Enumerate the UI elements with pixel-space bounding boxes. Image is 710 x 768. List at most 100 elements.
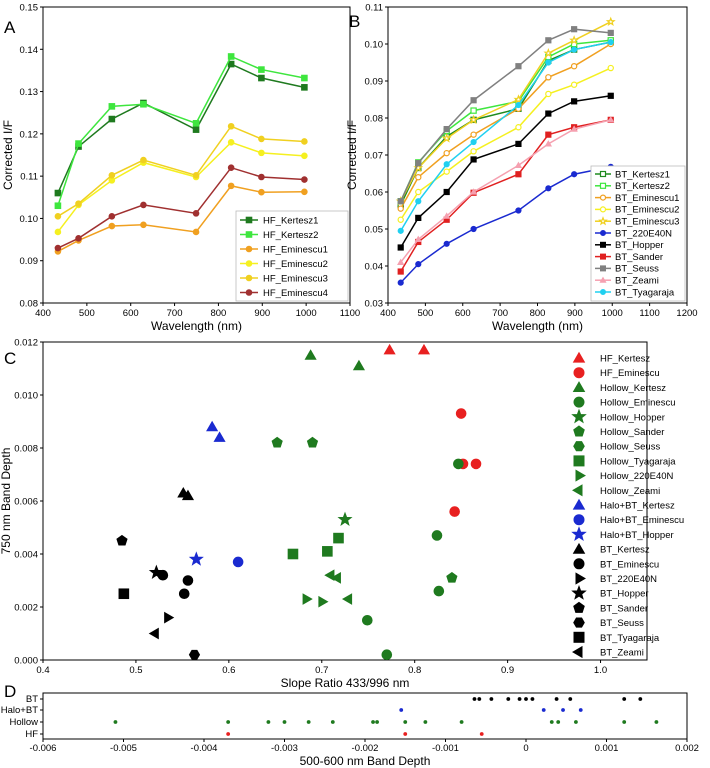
data-point-hf-eminescu3: [301, 138, 308, 145]
series-line-hf-eminescu3: [57, 125, 305, 217]
x-tick-label: -0.001: [432, 743, 459, 754]
data-point-bt-220e40n: [571, 171, 578, 178]
data-point-bt: [638, 697, 643, 701]
data-point-bt-eminescu2: [397, 216, 404, 223]
series-line-bt-kertesz2: [400, 39, 611, 202]
data-point-hf-eminescu: [455, 408, 467, 419]
data-point-hf-kertesz: [383, 343, 396, 355]
legend-label: BT_Kertesz2: [615, 181, 670, 192]
data-point-hf-eminescu3: [140, 156, 147, 164]
data-point-bt-sander: [397, 268, 404, 275]
data-point-hf: [479, 732, 484, 736]
data-point-bt-zeami: [469, 188, 478, 195]
data-point-bt-hopper: [148, 564, 164, 579]
data-point-bt-eminescu2: [415, 188, 422, 196]
legend-marker-bt-seuss: [573, 617, 585, 628]
legend-label: HF_Eminescu3: [263, 274, 328, 285]
data-point-bt-tyagaraja: [415, 198, 422, 205]
category-label: Hollow: [9, 717, 38, 728]
data-point-hf-eminescu: [449, 506, 460, 517]
legend-label: BT_Eminescu: [600, 559, 659, 570]
legend-label: BT_Sander: [615, 252, 663, 263]
data-point-bt-eminescu3: [569, 35, 580, 45]
legend-label: BT_Seuss: [600, 618, 644, 629]
panel-d-strip-chart: -0.006 -0.005 -0.004 -0.003 -0.002 -0.001 0 0.0…: [1, 682, 699, 768]
data-point-hollow: [330, 720, 335, 724]
data-point-hf-eminescu3: [108, 171, 116, 179]
data-point-halo-bt: [561, 708, 565, 712]
data-point-bt: [568, 697, 573, 701]
data-point-bt-eminescu3: [441, 133, 452, 143]
data-point-bt-hopper: [415, 214, 422, 222]
data-point-bt-eminescu1: [415, 173, 422, 181]
y-tick-label: 0.11: [365, 3, 383, 14]
data-point-hf-eminescu4: [258, 173, 265, 181]
data-point-bt-seuss: [397, 198, 404, 205]
data-point-hollow: [423, 720, 428, 724]
panel-label: D: [4, 682, 16, 701]
series-line-hf-eminescu2: [57, 141, 305, 233]
legend-label: HF_Kertesz1: [263, 216, 318, 227]
data-point-bt-seuss: [545, 37, 552, 44]
y-tick-label: 0.006: [14, 497, 38, 508]
x-tick-label: 1000: [602, 308, 623, 319]
legend-marker-bt-zeami: [599, 276, 607, 283]
data-point-bt-eminescu2: [470, 148, 477, 155]
legend-label: Hollow_Seuss: [600, 442, 660, 453]
data-point-hf-eminescu2: [227, 139, 235, 146]
x-tick-label: -0.002: [352, 743, 379, 754]
legend-marker-hollow-seuss: [573, 441, 585, 452]
legend-marker-bt-seuss: [600, 265, 606, 272]
data-point-hollow: [375, 720, 379, 724]
x-axis-title: Wavelength (nm): [492, 319, 583, 333]
legend-label: BT_220E40N: [615, 228, 672, 239]
data-point-hf-eminescu4: [54, 244, 62, 252]
x-tick-label: 0.4: [36, 665, 49, 676]
legend-marker-hf-eminescu4: [245, 289, 253, 296]
x-tick-label: 800: [530, 308, 546, 319]
data-point-bt-zeami: [442, 212, 451, 219]
data-point-hollow-eminescu: [381, 649, 393, 661]
x-tick-label: 600: [123, 308, 139, 319]
series-line-bt-sander: [400, 119, 611, 272]
legend-marker-hf-eminescu1: [245, 245, 253, 253]
y-tick-label: 0.10: [365, 40, 384, 51]
data-point-bt-220e40n: [515, 207, 522, 214]
data-point-bt-hopper: [545, 110, 552, 117]
data-point-hf: [226, 732, 231, 736]
data-point-halo-bt-kertesz: [213, 431, 226, 442]
legend-label: BT_Hopper: [600, 589, 649, 600]
legend-label: HF_Kertesz2: [263, 230, 318, 241]
data-point-hf-eminescu1: [227, 182, 235, 190]
series-line-bt-kertesz1: [400, 41, 611, 206]
data-point-hollow-zeami: [341, 593, 353, 605]
legend-marker-hf-eminescu3: [245, 274, 253, 282]
data-point-bt-eminescu: [178, 588, 190, 600]
x-axis-title: Slope Ratio 433/996 nm: [281, 676, 410, 690]
legend-marker-bt-tyagaraja: [600, 289, 606, 295]
legend-marker-bt-hopper: [600, 241, 606, 248]
data-point-hollow-eminescu: [433, 585, 445, 597]
data-point-hf-eminescu4: [75, 235, 82, 242]
data-point-hollow-eminescu: [453, 458, 464, 470]
legend-marker-bt-hopper: [571, 585, 587, 600]
y-tick-label: 0.11: [20, 172, 38, 183]
data-point-hollow-220e40n: [302, 593, 313, 605]
data-point-hf-eminescu3: [227, 122, 235, 130]
legend-marker-bt-sander: [600, 253, 606, 260]
category-label: BT: [26, 694, 38, 705]
y-tick-label: 0.08: [365, 114, 384, 125]
data-point-bt-eminescu2: [443, 168, 450, 175]
data-point-hollow: [556, 720, 561, 724]
data-point-hollow: [266, 720, 271, 724]
data-point-bt-seuss: [571, 26, 578, 33]
data-point-bt-zeami: [148, 627, 159, 640]
data-point-bt-eminescu1: [545, 74, 552, 81]
legend-marker-hollow-eminescu: [573, 396, 585, 408]
data-point-bt-220e40n: [470, 225, 477, 233]
legend-marker-hollow-tyagaraja: [573, 455, 585, 467]
y-tick-label: 0.012: [14, 338, 38, 349]
legend-marker-halo-bt-kertesz: [572, 498, 586, 510]
y-tick-label: 0.14: [20, 45, 39, 56]
legend-label: Halo+BT_Hopper: [600, 530, 674, 541]
